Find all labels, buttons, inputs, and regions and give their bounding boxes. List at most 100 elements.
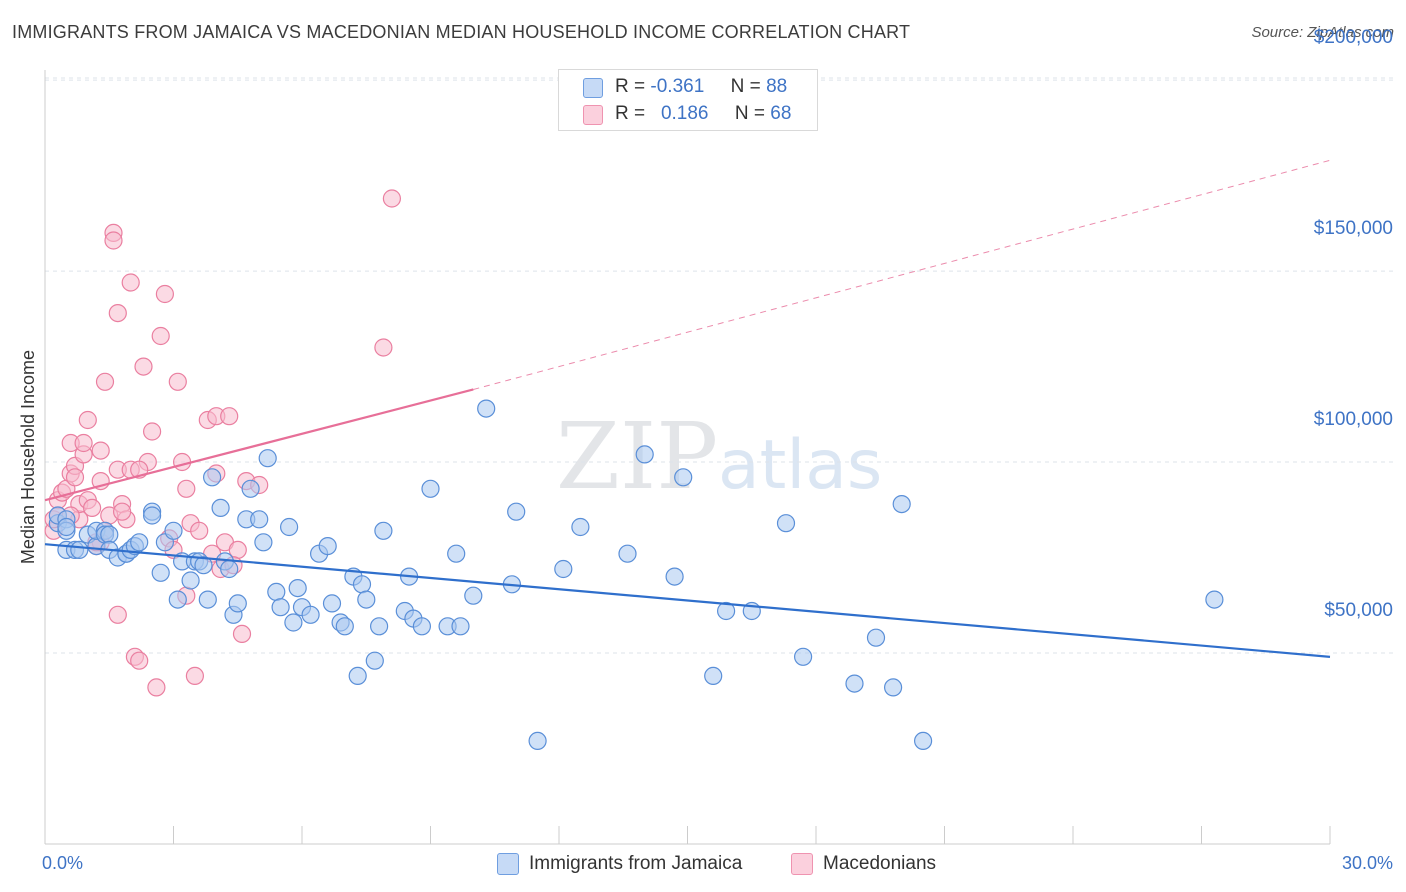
chart-title: IMMIGRANTS FROM JAMAICA VS MACEDONIAN ME… xyxy=(12,22,911,42)
jamaica-point xyxy=(211,498,230,517)
jamaica-point xyxy=(100,525,119,544)
watermark-atlas: atlas xyxy=(718,426,882,505)
jamaica-point xyxy=(866,628,886,647)
jamaica-point xyxy=(258,449,277,468)
jamaica-point xyxy=(241,479,260,498)
legend-r-label: R = xyxy=(615,76,646,97)
jamaica-point xyxy=(618,544,637,563)
jamaica-point xyxy=(1205,590,1224,609)
bottom-legend-swatch-blue xyxy=(497,853,519,875)
y-axis-label: Median Household Income xyxy=(18,350,38,564)
jamaica-point xyxy=(267,582,286,602)
legend-n-label: N = xyxy=(734,103,766,124)
jamaica-point xyxy=(194,556,213,575)
macedonians-trend-extension xyxy=(473,159,1331,390)
jamaica-point xyxy=(892,495,911,514)
macedonians-point xyxy=(108,605,127,624)
macedonians-point xyxy=(168,372,187,391)
jamaica-point xyxy=(168,590,187,609)
macedonians-point xyxy=(74,433,93,453)
jamaica-point xyxy=(357,590,376,609)
axis-labels: $50,000 $100,000 $150,000 $200,000 0.0% 30.0%… xyxy=(18,27,1393,873)
jamaica-point xyxy=(464,586,483,605)
macedonians-point xyxy=(151,326,170,346)
legend-n-label: N = xyxy=(730,76,761,97)
macedonians-point xyxy=(173,452,192,472)
bottom-legend-swatch-pink xyxy=(791,853,813,875)
jamaica-point xyxy=(507,502,526,521)
grid-lines xyxy=(45,77,1395,654)
jamaica-point xyxy=(451,617,470,636)
macedonians-point xyxy=(104,231,123,250)
bottom-legend-label-macedonians: Macedonians xyxy=(823,853,937,874)
jamaica-point xyxy=(412,617,431,636)
y-tick-label: $200,000 xyxy=(1314,27,1393,48)
macedonians-point xyxy=(220,407,239,426)
jamaica-point xyxy=(228,594,247,613)
y-tick-label: $50,000 xyxy=(1324,600,1393,621)
jamaica-point xyxy=(776,514,796,533)
macedonians-point xyxy=(382,189,401,208)
y-tick-label: $100,000 xyxy=(1314,409,1393,430)
legend-n-value: 68 xyxy=(770,103,792,124)
jamaica-point xyxy=(288,578,307,598)
macedonians-point xyxy=(78,410,97,430)
macedonians-trend-line xyxy=(44,388,474,502)
jamaica-points xyxy=(48,399,1224,751)
jamaica-point xyxy=(271,598,290,617)
jamaica-point xyxy=(322,594,342,613)
macedonians-point xyxy=(134,357,153,376)
legend-swatch-pink xyxy=(583,105,603,125)
jamaica-point xyxy=(318,536,337,556)
correlation-legend: R = -0.361 N = 88 R = 0.186 N = 68 xyxy=(558,69,818,131)
jamaica-point xyxy=(421,479,440,498)
jamaica-point xyxy=(254,533,273,552)
legend-r-value: -0.361 xyxy=(650,76,705,97)
jamaica-point xyxy=(130,533,149,552)
macedonians-point xyxy=(185,666,204,686)
jamaica-point xyxy=(635,445,654,464)
jamaica-point xyxy=(374,521,393,540)
jamaica-point xyxy=(477,399,496,418)
legend-swatch-blue xyxy=(583,78,603,98)
x-tick-label-start: 0.0% xyxy=(42,853,83,873)
jamaica-point xyxy=(704,666,723,686)
jamaica-point xyxy=(280,517,299,537)
jamaica-point xyxy=(70,540,89,560)
jamaica-point xyxy=(151,563,170,582)
jamaica-point xyxy=(203,468,222,487)
jamaica-point xyxy=(335,617,354,636)
jamaica-point xyxy=(250,510,269,529)
jamaica-point xyxy=(143,506,162,525)
watermark: ZIP atlas xyxy=(556,403,882,510)
legend-r-value: 0.186 xyxy=(660,103,709,124)
source-label: Source: ZipAtlas.com xyxy=(1251,24,1394,41)
jamaica-point xyxy=(220,559,239,579)
jamaica-point xyxy=(181,571,200,590)
macedonians-point xyxy=(130,651,149,670)
jamaica-point xyxy=(793,647,813,666)
macedonians-point xyxy=(95,372,115,391)
jamaica-point xyxy=(365,651,384,670)
jamaica-point xyxy=(164,521,183,540)
macedonians-point xyxy=(65,468,85,487)
jamaica-point xyxy=(554,559,573,579)
jamaica-point xyxy=(528,731,547,751)
macedonians-point xyxy=(143,422,162,441)
macedonians-point xyxy=(108,304,127,323)
jamaica-point xyxy=(284,613,303,632)
jamaica-point xyxy=(57,517,76,537)
macedonians-point xyxy=(121,273,140,292)
macedonians-point xyxy=(155,284,174,304)
jamaica-point xyxy=(447,544,466,563)
jamaica-point xyxy=(883,678,903,697)
bottom-legend-label-jamaica: Immigrants from Jamaica xyxy=(529,853,743,874)
macedonians-point xyxy=(91,441,110,460)
legend-n-value: 88 xyxy=(766,76,788,97)
axes xyxy=(44,70,1331,845)
jamaica-point xyxy=(845,674,864,693)
jamaica-point xyxy=(674,468,693,487)
jamaica-point xyxy=(571,517,590,537)
jamaica-point xyxy=(198,590,217,609)
